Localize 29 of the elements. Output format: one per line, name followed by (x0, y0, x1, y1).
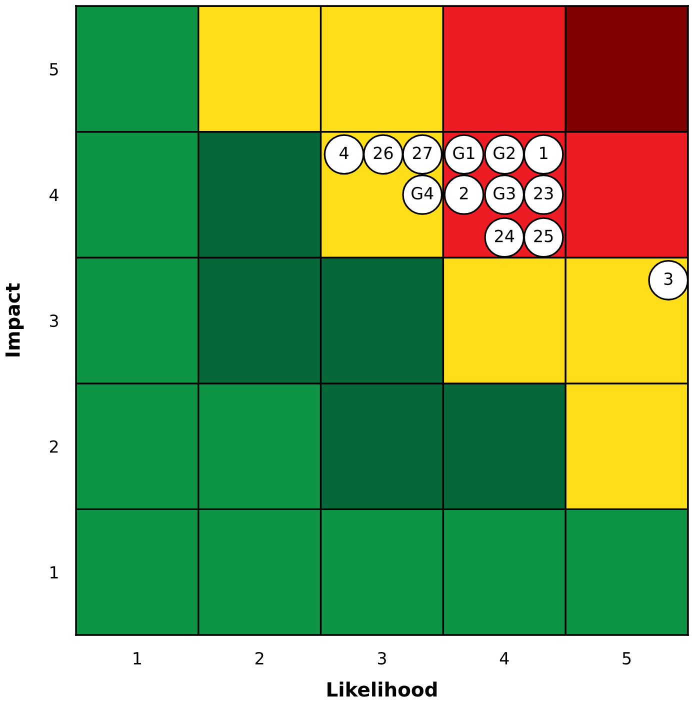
point (648, 260, 688, 300)
y-tick-label: 3 (50, 314, 58, 328)
x-tick-label: 5 (622, 652, 631, 665)
annotation: 3 (664, 272, 672, 286)
annotation: 1 (540, 146, 548, 160)
point (444, 174, 484, 215)
y-axis-title: Impact (6, 283, 24, 356)
y-tick-label: 4 (50, 188, 58, 202)
x-tick-label: 4 (500, 652, 509, 664)
x-tick-label: 3 (378, 652, 386, 665)
annotation: 24 (495, 230, 514, 242)
x-tick-label: 1 (134, 652, 141, 664)
annotation: 2 (460, 186, 468, 200)
annotation: 23 (534, 186, 553, 200)
x-tick-label: 2 (256, 652, 264, 664)
point (523, 134, 564, 175)
annotation: G2 (494, 146, 514, 160)
annotation: G3 (494, 186, 515, 200)
annotation: G1 (453, 146, 474, 160)
y-tick-label: 2 (50, 440, 58, 453)
annotation: 26 (374, 146, 393, 160)
annotation: 27 (413, 146, 432, 160)
annotation: 25 (534, 230, 553, 242)
y-tick-label: 1 (50, 566, 58, 578)
annotation: G4 (412, 186, 434, 200)
point (324, 134, 364, 175)
annotation: 4 (340, 146, 348, 160)
y-tick-label: 5 (50, 63, 58, 76)
x-axis-title: Likelihood (328, 682, 437, 697)
